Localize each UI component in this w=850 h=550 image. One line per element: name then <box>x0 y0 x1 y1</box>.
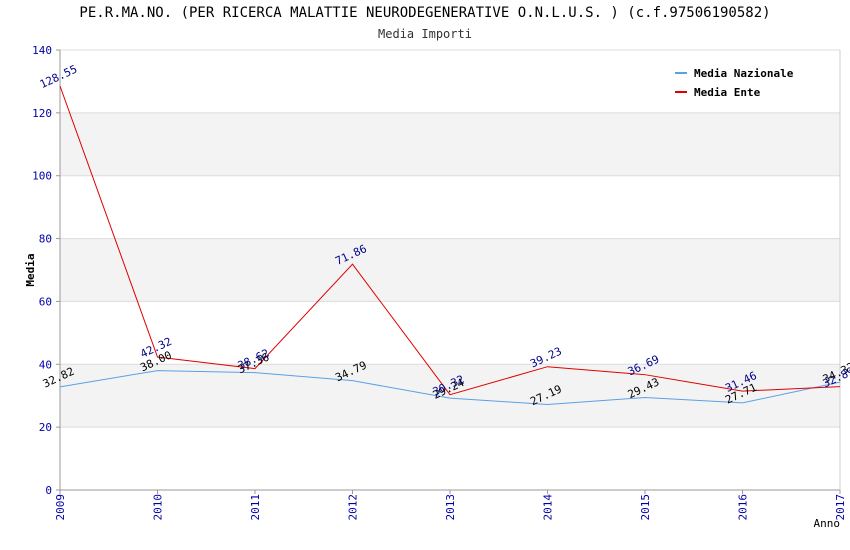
legend-label: Media Nazionale <box>694 67 794 80</box>
axes <box>56 49 841 494</box>
grid-band <box>60 112 840 176</box>
x-tick-label: 2012 <box>347 494 360 521</box>
x-tick-label: 2010 <box>152 494 165 521</box>
x-tick-label: 2009 <box>54 494 67 521</box>
series-line-ente <box>59 85 841 396</box>
y-tick-label: 40 <box>39 358 52 371</box>
series-line-nazionale <box>59 370 841 406</box>
x-tick-label: 2013 <box>444 494 457 521</box>
chart-subtitle: Media Importi <box>378 27 472 41</box>
y-tick-label: 120 <box>32 107 52 120</box>
legend-label: Media Ente <box>694 86 761 99</box>
y-tick-labels: 0 20 40 60 80 100 120 140 <box>32 44 52 497</box>
legend: Media Nazionale Media Ente <box>675 67 794 99</box>
data-label: 128.55 <box>38 63 80 92</box>
series-lines <box>59 85 841 406</box>
y-tick-label: 140 <box>32 44 52 57</box>
x-tick-label: 2014 <box>542 494 555 521</box>
x-axis-label: Anno <box>814 517 841 530</box>
grid-bands <box>60 112 840 428</box>
x-tick-labels: 2009 2010 2011 2012 2013 2014 2015 2016 2017 <box>54 494 847 521</box>
grid-band <box>60 364 840 428</box>
y-tick-label: 100 <box>32 170 52 183</box>
grid-band <box>60 238 840 302</box>
x-tick-label: 2015 <box>639 494 652 521</box>
y-axis-label: Media <box>24 253 37 286</box>
x-tick-label: 2017 <box>834 494 847 521</box>
x-tick-label: 2016 <box>737 494 750 521</box>
y-tick-label: 0 <box>45 484 52 497</box>
y-tick-label: 60 <box>39 295 52 308</box>
y-tick-label: 20 <box>39 421 52 434</box>
chart-title: PE.R.MA.NO. (PER RICERCA MALATTIE NEUROD… <box>79 5 771 21</box>
y-tick-label: 80 <box>39 233 52 246</box>
x-tick-label: 2011 <box>249 494 262 521</box>
